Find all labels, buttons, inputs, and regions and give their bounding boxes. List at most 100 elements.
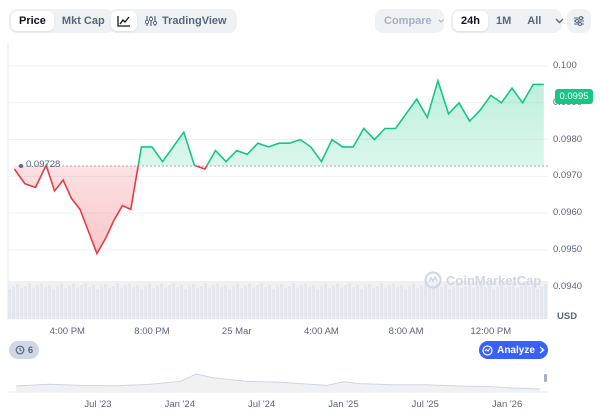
volume-bar xyxy=(116,283,119,319)
x-tick-label: 4:00 PM xyxy=(49,326,85,337)
volume-bar xyxy=(296,287,299,319)
volume-bar xyxy=(88,287,91,319)
volume-bar xyxy=(12,286,15,319)
tab-price[interactable]: Price xyxy=(11,11,54,31)
volume-bar xyxy=(196,288,199,319)
volume-bar xyxy=(304,283,307,319)
x-tick-label: 12:00 PM xyxy=(470,326,512,337)
tab-mkt-cap[interactable]: Mkt Cap xyxy=(61,15,105,27)
volume-bar xyxy=(404,289,407,319)
volume-bar xyxy=(232,286,235,319)
chevron-right-icon xyxy=(539,346,545,354)
volume-bar xyxy=(272,289,275,319)
volume-bar xyxy=(160,283,163,319)
line-chart-icon xyxy=(117,16,130,27)
volume-bar xyxy=(176,287,179,319)
volume-bar xyxy=(120,287,123,319)
volume-bar xyxy=(444,284,447,319)
volume-bar xyxy=(284,288,287,319)
volume-bar xyxy=(400,284,403,319)
range-1m[interactable]: 1M xyxy=(495,15,512,27)
volume-bar xyxy=(152,288,155,319)
volume-bar xyxy=(436,283,439,319)
volume-bar xyxy=(144,286,147,319)
volume-bar xyxy=(208,287,211,319)
volume-bar xyxy=(192,284,195,319)
volume-bar xyxy=(388,285,391,319)
volume-bar xyxy=(72,283,75,319)
mini-navigator-chart xyxy=(8,373,548,393)
range-more-button[interactable] xyxy=(549,11,568,31)
mini-range-handle[interactable] xyxy=(544,374,547,382)
volume-bar xyxy=(216,283,219,319)
volume-bar xyxy=(300,285,303,319)
volume-bar xyxy=(132,287,135,319)
volume-bar xyxy=(292,283,295,319)
volume-bar xyxy=(56,286,59,319)
watermark-text: CoinMarketCap xyxy=(446,272,542,288)
mini-x-tick-label: Jan '24 xyxy=(164,399,195,410)
price-line-down xyxy=(13,166,208,256)
volume-bar xyxy=(520,285,523,319)
volume-bar xyxy=(456,284,459,319)
tradingview-button[interactable]: TradingView xyxy=(137,11,235,31)
chart-settings-button[interactable] xyxy=(567,9,591,33)
volume-bar xyxy=(432,285,435,319)
volume-bar xyxy=(92,284,95,319)
volume-bar xyxy=(128,283,131,319)
volume-bar xyxy=(544,284,547,319)
volume-bar xyxy=(408,286,411,319)
chevron-down-icon xyxy=(555,18,564,24)
volume-bar xyxy=(60,284,63,319)
volume-bar xyxy=(168,285,171,319)
current-price-tag: 0.0995 xyxy=(555,89,593,104)
volume-bar xyxy=(324,284,327,319)
range-all[interactable]: All xyxy=(527,15,542,27)
volume-bar xyxy=(80,285,83,319)
volume-bar xyxy=(352,287,355,319)
volume-bar xyxy=(48,284,51,319)
open-price-label: 0.09728 xyxy=(26,159,61,171)
volume-bar xyxy=(376,286,379,319)
chart-type-toggle: TradingView xyxy=(109,9,237,33)
volume-bar xyxy=(224,284,227,319)
volume-bar xyxy=(236,284,239,319)
mini-area xyxy=(16,374,540,392)
volume-bar xyxy=(240,288,243,319)
volume-bar xyxy=(412,284,415,319)
x-tick-label: 8:00 AM xyxy=(388,326,424,337)
volume-bar xyxy=(356,284,359,319)
volume-bar xyxy=(508,286,511,319)
volume-bar xyxy=(504,288,507,319)
price-line-up xyxy=(44,77,544,167)
volume-bar xyxy=(96,289,99,319)
volume-bar xyxy=(428,287,431,319)
volume-bar xyxy=(252,287,255,319)
volume-bar xyxy=(268,284,271,319)
volume-bar xyxy=(320,286,323,319)
view-toggle: Price Mkt Cap xyxy=(9,9,115,33)
volume-bar xyxy=(480,283,483,319)
line-chart-button[interactable] xyxy=(111,11,137,31)
history-button[interactable]: 6 xyxy=(9,341,39,359)
tradingview-label: TradingView xyxy=(162,15,227,27)
analyze-button[interactable]: Analyze xyxy=(479,341,548,359)
range-24h[interactable]: 24h xyxy=(453,11,488,31)
volume-bar xyxy=(420,286,423,319)
volume-bar xyxy=(76,287,79,319)
ai-sparkle-icon xyxy=(482,344,493,356)
volume-bar xyxy=(184,289,187,319)
volume-bar xyxy=(360,289,363,319)
volume-bar xyxy=(24,286,27,319)
volume-bar xyxy=(332,286,335,319)
volume-bar xyxy=(112,286,115,319)
compare-dropdown[interactable]: Compare xyxy=(375,9,444,33)
volume-bar xyxy=(44,287,47,319)
volume-bar xyxy=(384,287,387,319)
volume-bar xyxy=(260,283,263,319)
x-tick-label: 25 Mar xyxy=(221,326,252,337)
volume-bar xyxy=(496,286,499,319)
volume-bar xyxy=(244,286,247,319)
volume-bar xyxy=(540,286,543,319)
